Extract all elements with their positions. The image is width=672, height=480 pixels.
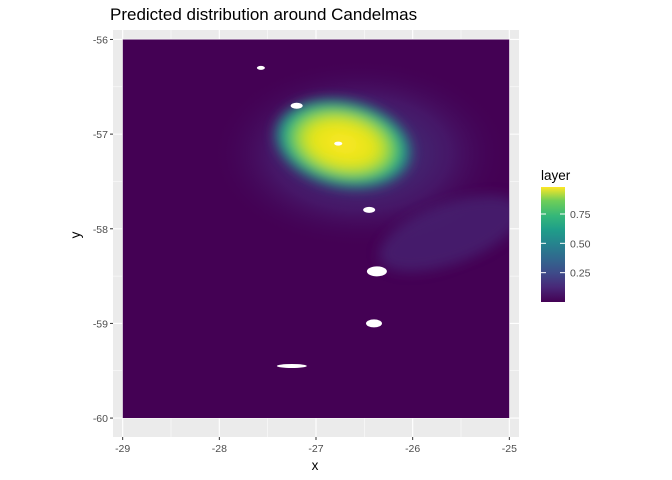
y-axis-label: y xyxy=(68,231,83,238)
no-data-island xyxy=(290,102,303,109)
x-tick-label: -29 xyxy=(115,443,130,455)
no-data-island xyxy=(366,266,387,277)
x-axis: -29 -28 -27 -26 -25 xyxy=(115,437,517,455)
x-tick-label: -27 xyxy=(308,443,323,455)
x-tick-label: -28 xyxy=(212,443,227,455)
chart-title: Predicted distribution around Candelmas xyxy=(110,5,417,24)
x-tick-label: -26 xyxy=(405,443,420,455)
y-tick-label: -57 xyxy=(93,129,108,141)
no-data-island xyxy=(276,364,307,369)
no-data-island xyxy=(366,319,382,328)
raster-trail xyxy=(378,195,510,272)
legend-title: layer xyxy=(541,168,571,183)
y-tick-label: -59 xyxy=(93,318,108,330)
no-data-islands xyxy=(256,65,387,369)
colorbar xyxy=(541,187,565,302)
heatmap-raster xyxy=(122,39,510,419)
x-tick-label: -25 xyxy=(502,443,517,455)
y-axis: -56 -57 -58 -59 -60 xyxy=(93,34,113,425)
legend-tick-label: 0.75 xyxy=(570,209,591,221)
no-data-island xyxy=(334,141,343,146)
y-tick-label: -58 xyxy=(93,224,108,236)
legend: layer 0.25 0.50 0.75 xyxy=(541,168,591,302)
no-data-island xyxy=(256,65,265,70)
legend-tick-label: 0.25 xyxy=(570,268,591,280)
no-data-island xyxy=(363,206,376,213)
legend-tick-label: 0.50 xyxy=(570,238,591,250)
y-tick-label: -60 xyxy=(93,413,108,425)
hotspot xyxy=(272,97,415,191)
x-axis-label: x xyxy=(312,458,319,473)
legend-ticks: 0.25 0.50 0.75 xyxy=(541,209,591,280)
y-tick-label: -56 xyxy=(93,34,108,46)
